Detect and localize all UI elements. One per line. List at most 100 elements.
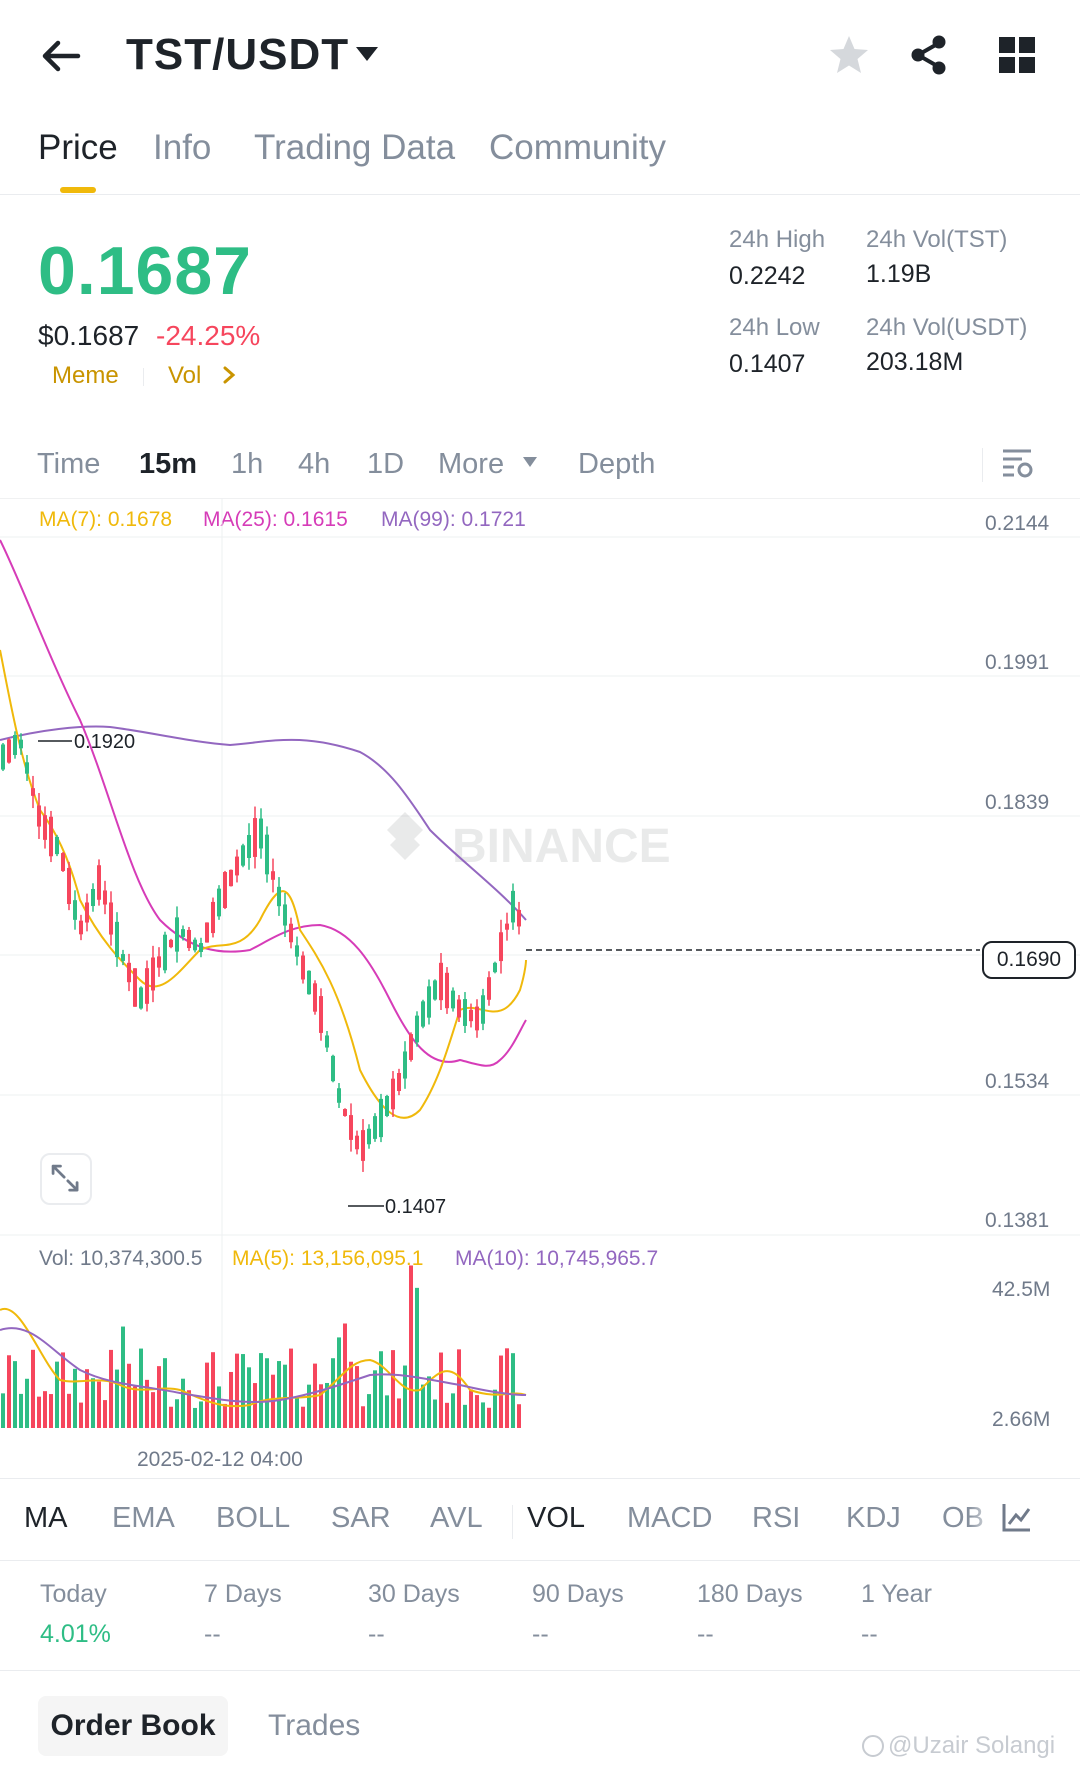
candle-body: [349, 1115, 353, 1140]
candle-body: [391, 1078, 395, 1110]
tab-info[interactable]: Info: [153, 128, 212, 167]
candle-body: [1, 744, 5, 770]
tag-divider: [143, 368, 144, 386]
candle-body: [421, 1001, 425, 1027]
usd-price: $0.1687: [38, 320, 140, 351]
grid-icon[interactable]: [998, 36, 1036, 74]
indicator-vol[interactable]: VOL: [527, 1502, 586, 1534]
candle-body: [205, 922, 209, 943]
volume-bar: [109, 1349, 113, 1428]
candle-body: [499, 932, 503, 962]
volume-bar: [181, 1378, 185, 1428]
last-price: 0.1687: [38, 233, 252, 309]
indicator-avl[interactable]: AVL: [430, 1502, 483, 1534]
pair-title[interactable]: TST/USDT: [126, 30, 350, 79]
volume-bar: [259, 1353, 263, 1428]
price-axis-label: 0.2144: [985, 512, 1050, 535]
price-axis-label: 0.1839: [985, 791, 1050, 814]
volume-bar: [439, 1352, 443, 1428]
volume-bar: [247, 1367, 251, 1428]
candle-body: [301, 955, 305, 980]
vol-quote-value: 203.18M: [866, 348, 964, 376]
volume-bar: [97, 1381, 101, 1428]
perf-value-30d: --: [368, 1620, 385, 1648]
candle-body: [415, 1015, 419, 1043]
candle-body: [439, 962, 443, 1001]
timeframe-1h[interactable]: 1h: [231, 448, 264, 480]
low-label: 24h Low: [729, 314, 820, 341]
price-axis-label: 0.1381: [985, 1209, 1050, 1232]
indicator-kdj[interactable]: KDJ: [846, 1502, 901, 1534]
indicator-settings-icon[interactable]: [1002, 1502, 1032, 1532]
divider: [0, 1670, 1080, 1671]
depth-tab[interactable]: Depth: [578, 448, 656, 480]
volume-bar: [61, 1352, 65, 1428]
volume-bar: [427, 1376, 431, 1428]
indicator-sar[interactable]: SAR: [331, 1502, 391, 1534]
timeframe-1d[interactable]: 1D: [367, 448, 405, 480]
volume-bar: [397, 1398, 401, 1428]
timeframe-time[interactable]: Time: [37, 448, 101, 480]
divider: [0, 1478, 1080, 1479]
tag-meme[interactable]: Meme: [52, 362, 119, 389]
trades-tab[interactable]: Trades: [268, 1709, 361, 1742]
perf-label-90d: 90 Days: [532, 1580, 624, 1608]
candle-body: [373, 1116, 377, 1139]
perf-label-today: Today: [40, 1580, 107, 1608]
candle-body: [241, 845, 245, 866]
candlestick-chart[interactable]: BINANCE 0.1920 0.1407: [0, 498, 1080, 1478]
indicator-ema[interactable]: EMA: [112, 1502, 175, 1534]
perf-value-180d: --: [697, 1620, 714, 1648]
candle-body: [91, 888, 95, 907]
back-arrow-icon[interactable]: [38, 34, 82, 78]
divider: [512, 1505, 513, 1539]
volume-bar: [145, 1379, 149, 1428]
perf-value-90d: --: [532, 1620, 549, 1648]
divider: [0, 1560, 1080, 1561]
high-value: 0.2242: [729, 262, 806, 290]
volume-bar: [115, 1369, 119, 1428]
tab-community[interactable]: Community: [489, 128, 666, 167]
volume-bar: [457, 1349, 461, 1428]
volume-bar: [283, 1364, 287, 1428]
header: TST/USDT: [0, 0, 1080, 110]
caret-down-icon[interactable]: [522, 456, 538, 468]
timeframe-more[interactable]: More: [438, 448, 505, 480]
order-book-tab[interactable]: Order Book: [38, 1696, 228, 1756]
volume-bar: [295, 1397, 299, 1428]
volume-bar: [349, 1361, 353, 1428]
perf-label-7d: 7 Days: [204, 1580, 282, 1608]
candle-body: [337, 1088, 341, 1103]
chevron-right-icon[interactable]: [222, 366, 236, 384]
candle-body: [457, 999, 461, 1018]
candle-body: [355, 1135, 359, 1150]
indicator-macd[interactable]: MACD: [627, 1502, 713, 1534]
indicator-rsi[interactable]: RSI: [752, 1502, 801, 1534]
tag-vol[interactable]: Vol: [168, 362, 202, 389]
share-icon[interactable]: [906, 32, 952, 78]
caret-down-icon[interactable]: [354, 44, 380, 64]
vol-quote-label: 24h Vol(USDT): [866, 314, 1028, 341]
volume-bar: [379, 1351, 383, 1428]
candle-body: [19, 739, 23, 749]
fullscreen-button[interactable]: [40, 1153, 92, 1205]
svg-text:0.1920: 0.1920: [74, 731, 135, 753]
candle-body: [211, 901, 215, 934]
chart-settings-icon[interactable]: [1000, 446, 1034, 480]
candle-body: [289, 923, 293, 943]
candle-body: [487, 977, 491, 1000]
indicator-ma[interactable]: MA: [24, 1502, 68, 1534]
volume-bar: [193, 1407, 197, 1428]
volume-bar: [385, 1395, 389, 1428]
timeframe-4h[interactable]: 4h: [298, 448, 331, 480]
volume-bar: [403, 1365, 407, 1428]
candle-body: [247, 835, 251, 858]
star-icon[interactable]: [826, 32, 872, 78]
tab-trading-data[interactable]: Trading Data: [254, 128, 456, 167]
indicator-boll[interactable]: BOLL: [216, 1502, 291, 1534]
volume-bar: [151, 1392, 155, 1428]
candle-body: [265, 834, 269, 875]
volume-bar: [157, 1366, 161, 1428]
timeframe-15m[interactable]: 15m: [139, 448, 198, 480]
tab-price[interactable]: Price: [38, 128, 118, 167]
